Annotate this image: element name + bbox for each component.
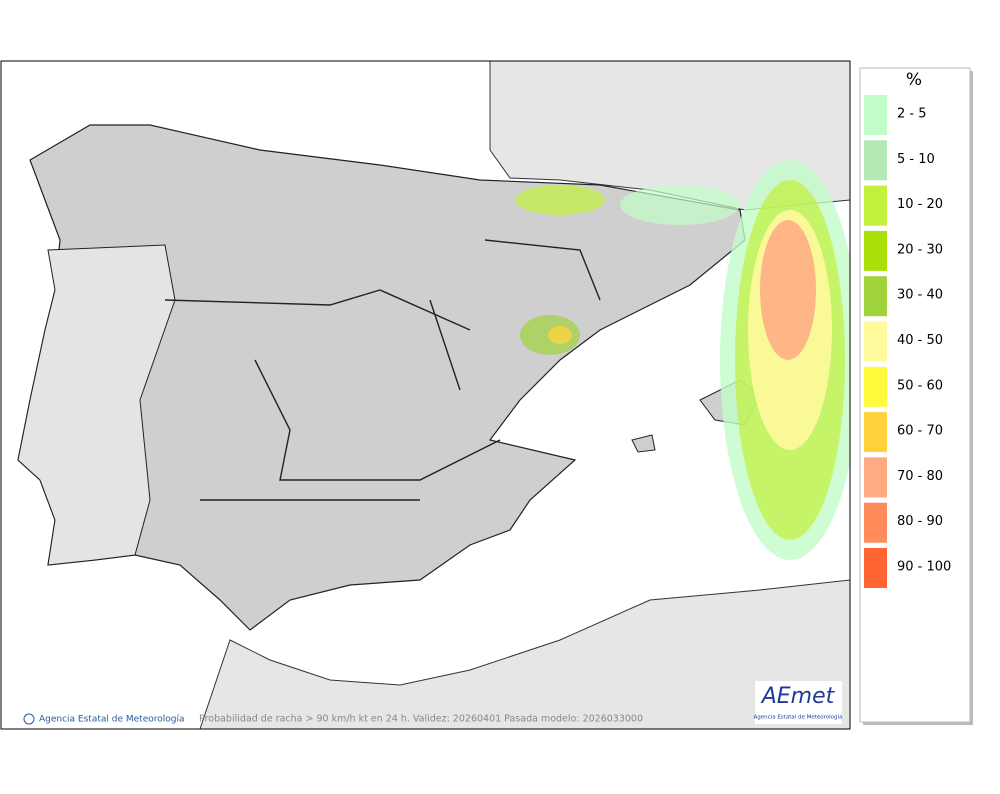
map-frame (0, 60, 851, 730)
logo: AEmet (760, 684, 836, 709)
probability-field (515, 160, 850, 560)
portugal (17, 244, 176, 566)
legend-label: 20 - 30 (897, 242, 943, 257)
legend-swatch (864, 140, 887, 181)
agency-credit: Agencia Estatal de Meteorología (39, 715, 185, 725)
region-borders (164, 239, 601, 501)
legend-label: 5 - 10 (897, 152, 935, 167)
legend-swatch (864, 185, 887, 226)
africa (199, 579, 850, 729)
legend-swatch (864, 457, 887, 498)
legend-label: 30 - 40 (897, 288, 943, 303)
legend-label: 40 - 50 (897, 333, 943, 348)
legend-swatch (864, 321, 887, 362)
map-caption: Probabilidad de racha > 90 km/h kt en 24… (199, 714, 643, 725)
legend-label: 60 - 70 (897, 424, 943, 439)
legend-label: 50 - 60 (897, 378, 943, 393)
legend-swatch (864, 276, 887, 317)
legend-swatch (864, 230, 887, 271)
legend-swatch (864, 95, 887, 135)
legend-swatch (864, 412, 887, 453)
legend-label: 2 - 5 (897, 107, 927, 122)
logo-subtitle: Agencia Estatal de Meteorología (754, 714, 843, 721)
legend-swatch (864, 366, 887, 407)
legend-label: 10 - 20 (897, 197, 943, 212)
ibiza (631, 434, 656, 453)
legend-title: % (906, 70, 922, 90)
legend: 2 - 5 5 - 10 10 - 20 20 - 30 30 - 40 40 - 50 5… (864, 95, 951, 588)
map (1, 61, 850, 729)
logo-box (755, 681, 842, 724)
copyright-icon (23, 713, 35, 725)
legend-swatch (864, 502, 887, 543)
legend-swatch (864, 548, 887, 588)
legend-label: 70 - 80 (897, 469, 943, 484)
legend-label: 90 - 100 (897, 560, 951, 575)
legend-label: 80 - 90 (897, 514, 943, 529)
